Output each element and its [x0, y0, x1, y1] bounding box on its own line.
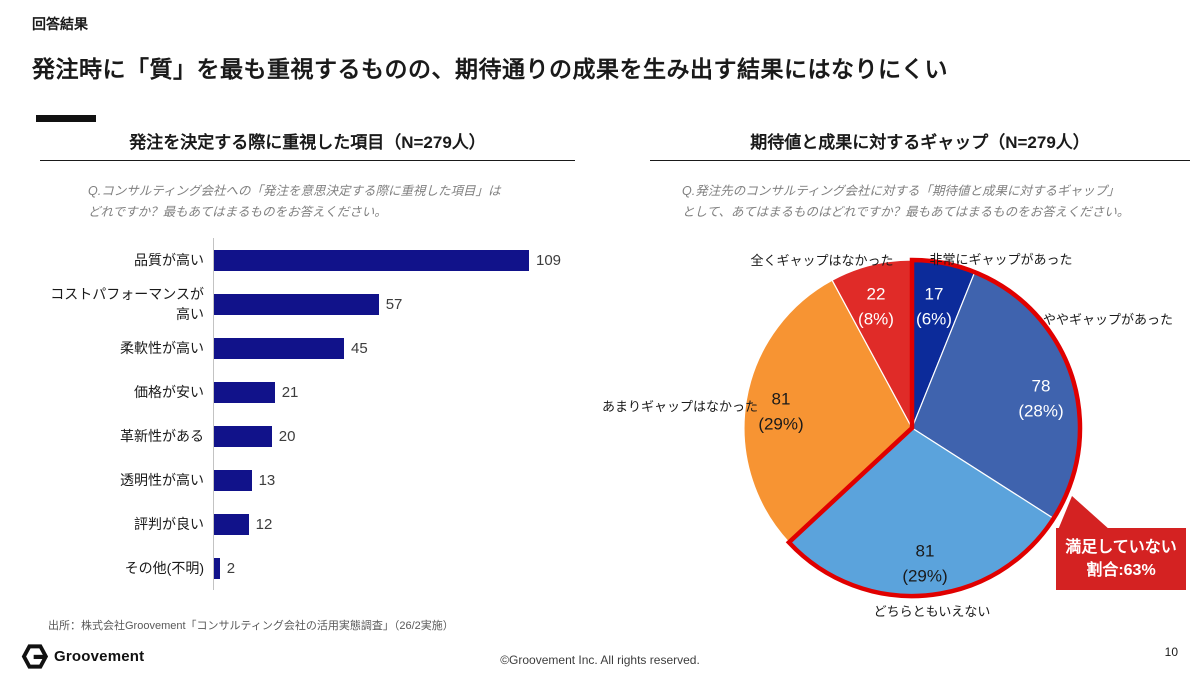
bar-fill [214, 425, 272, 447]
bar-track: 21 [213, 370, 580, 414]
pie-question-line2: として、あてはまるものはどれですか？最もあてはまるものをお答えください。 [682, 204, 1130, 219]
bar-section-question: Q.コンサルティング会社への「発注を意思決定する際に重視した項目」は どれですか… [88, 181, 500, 222]
bar-category-label: その他(不明) [124, 560, 204, 576]
slide-kicker: 回答結果 [32, 16, 88, 32]
bar-fill [214, 557, 220, 579]
pie-section-header: 期待値と成果に対するギャップ（N=279人） [650, 128, 1190, 161]
bar-track: 45 [213, 326, 580, 370]
pie-slice-name-label: どちらともいえない [873, 604, 991, 619]
bar-value-label: 2 [226, 559, 236, 577]
logo-text: Groovement [54, 648, 145, 665]
bar-fill [214, 381, 275, 403]
title-accent-bar [36, 115, 96, 122]
pie-slice [743, 279, 913, 544]
bar-value-label: 20 [278, 427, 296, 445]
bar-row: コストパフォーマンスが高い 57 [40, 282, 580, 326]
bar-category-label: コストパフォーマンスが高い [50, 286, 204, 322]
pie-slice-value-label: 81 (29%) [902, 541, 948, 585]
bar-value-label: 21 [281, 383, 299, 401]
bar-row: 価格が安い 21 [40, 370, 580, 414]
pie-slice-name-label: あまりギャップはなかった [601, 399, 759, 414]
bar-fill [214, 249, 529, 271]
bar-fill [214, 337, 345, 359]
bar-track: 2 [213, 546, 580, 590]
pie-slice-name-label: 全くギャップはなかった [750, 253, 894, 268]
dissatisfaction-callout: 満足していない 割合:63% [1056, 528, 1186, 591]
bar-track: 109 [213, 238, 580, 282]
bar-row: 柔軟性が高い 45 [40, 326, 580, 370]
pie-highlight-outline [785, 257, 1083, 599]
pie-slice-value-label: 22 (8%) [858, 284, 894, 328]
pie-slice-value-label: 81 (29%) [758, 389, 804, 433]
bar-value-label: 109 [536, 251, 562, 269]
callout-line1: 満足していない [1065, 539, 1177, 556]
bar-fill [214, 293, 379, 315]
copyright-text: ©Groovement Inc. All rights reserved. [500, 653, 700, 667]
bar-value-label: 45 [351, 339, 368, 357]
bar-row: 品質が高い 109 [40, 238, 580, 282]
bar-value-label: 13 [258, 471, 276, 489]
pie-chart [743, 257, 1083, 599]
bar-category-label: 品質が高い [134, 252, 204, 268]
callout-tail [1058, 496, 1110, 530]
bar-row: その他(不明) 2 [40, 546, 580, 590]
pie-section-question: Q.発注先のコンサルティング会社に対する「期待値と成果に対するギャップ」 として… [682, 181, 1129, 222]
groovement-hexagon-g-icon [21, 644, 48, 669]
bar-category-label: 柔軟性が高い [120, 340, 204, 356]
pie-slice-value-label: 17 (6%) [916, 284, 952, 328]
company-logo: Groovement [21, 643, 144, 670]
callout-line2: 割合:63% [1086, 562, 1156, 580]
pie-question-line1: Q.発注先のコンサルティング会社に対する「期待値と成果に対するギャップ」 [682, 184, 1120, 198]
source-note: 出所：株式会社Groovement「コンサルティング会社の活用実態調査」（26/… [48, 620, 454, 632]
bar-track: 20 [213, 414, 580, 458]
bar-category-label: 革新性がある [120, 428, 204, 444]
bar-track: 13 [213, 458, 580, 502]
bar-question-line2: どれですか？最もあてはまるものをお答えください。 [88, 204, 387, 219]
pie-slice-name-label: ややギャップがあった [1043, 312, 1174, 327]
bar-section-header: 発注を決定する際に重視した項目（N=279人） [40, 128, 575, 161]
bar-track: 12 [213, 502, 580, 546]
bar-row: 透明性が高い 13 [40, 458, 580, 502]
page-number: 10 [1164, 645, 1178, 659]
bar-question-line1: Q.コンサルティング会社への「発注を意思決定する際に重視した項目」は [88, 184, 501, 198]
bar-track: 57 [213, 282, 580, 326]
bar-fill [214, 469, 252, 491]
pie-section-title: 期待値と成果に対するギャップ（N=279人） [750, 133, 1090, 152]
pie-slice-value-label: 78 (28%) [1018, 376, 1064, 420]
bar-category-label: 価格が安い [134, 384, 204, 400]
bar-value-label: 57 [385, 295, 403, 313]
page-title: 発注時に「質」を最も重視するものの、期待通りの成果を生み出す結果にはなりにくい [32, 56, 949, 82]
bar-category-label: 評判が良い [134, 516, 204, 532]
bar-category-label: 透明性が高い [120, 472, 204, 488]
pie-slice-name-label: 非常にギャップがあった [929, 252, 1073, 267]
bar-row: 革新性がある 20 [40, 414, 580, 458]
bar-fill [214, 513, 249, 535]
bar-section-title: 発注を決定する際に重視した項目（N=279人） [129, 133, 486, 152]
bar-row: 評判が良い 12 [40, 502, 580, 546]
bar-chart: 品質が高い 109 コストパフォーマンスが高い 57 柔軟性が高い 45 価格が安い 21 革新… [40, 238, 580, 590]
bar-value-label: 12 [255, 515, 273, 533]
